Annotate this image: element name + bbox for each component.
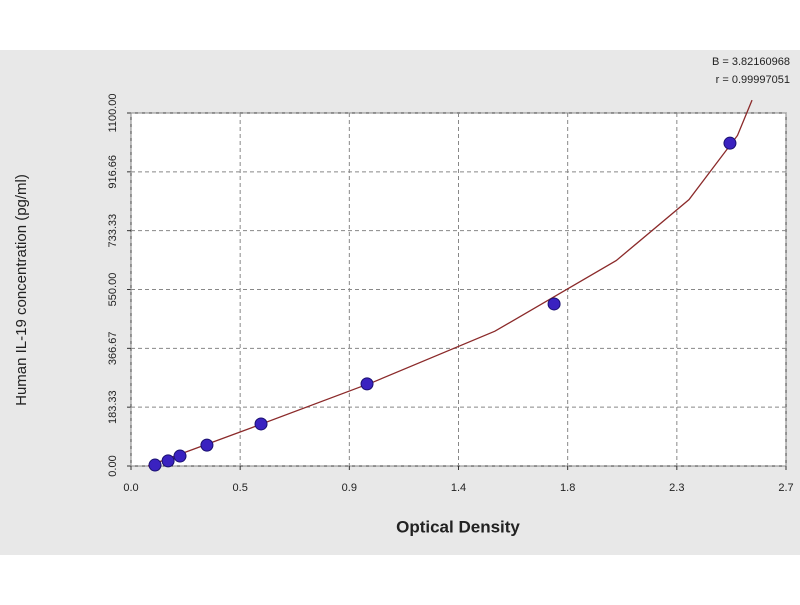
x-tick-label: 1.4 <box>451 482 466 494</box>
x-tick-label: 0.9 <box>342 482 357 494</box>
x-tick-label: 2.7 <box>778 482 793 494</box>
data-point <box>723 136 737 150</box>
y-tick-label: 183.33 <box>107 390 119 424</box>
annotation: B = 3.82160968 <box>712 56 790 68</box>
x-tick-label: 0.0 <box>123 482 138 494</box>
data-point <box>200 438 214 452</box>
x-tick-label: 0.5 <box>233 482 248 494</box>
y-tick-label: 916.66 <box>107 155 119 189</box>
data-point <box>360 377 374 391</box>
y-tick-label: 550.00 <box>107 273 119 307</box>
annotation: r = 0.99997051 <box>716 74 790 86</box>
y-axis-title: Human IL-19 concentration (pg/ml) <box>13 174 30 406</box>
data-point <box>148 458 162 472</box>
x-tick-label: 1.8 <box>560 482 575 494</box>
y-tick-label: 733.33 <box>107 214 119 248</box>
y-tick-label: 366.67 <box>107 332 119 366</box>
data-point <box>173 449 187 463</box>
y-tick-label: 0.00 <box>107 455 119 476</box>
y-tick-label: 1100.00 <box>107 94 119 133</box>
data-point <box>254 417 268 431</box>
data-point <box>547 297 561 311</box>
x-tick-label: 2.3 <box>669 482 684 494</box>
x-axis-title: Optical Density <box>396 517 520 536</box>
data-point <box>161 454 175 468</box>
